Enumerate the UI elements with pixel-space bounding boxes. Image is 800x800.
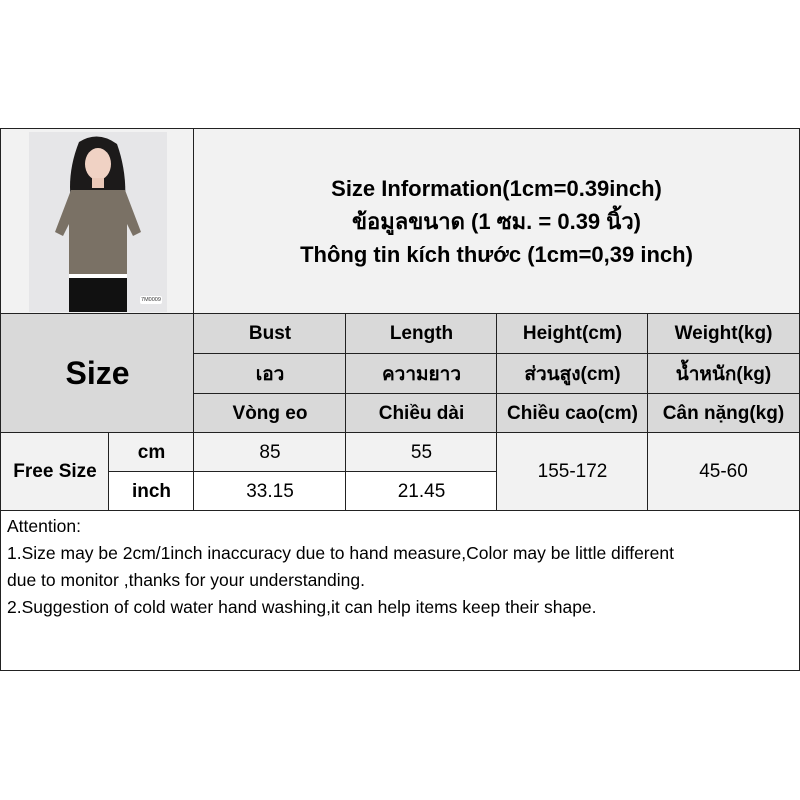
free-size-label: Free Size	[0, 432, 110, 512]
attention-box: Attention: 1.Size may be 2cm/1inch inacc…	[0, 510, 800, 671]
header-height-en: Height(cm)	[496, 313, 649, 355]
length-cm: 55	[345, 432, 498, 473]
header-length-vi: Chiều dài	[345, 393, 498, 435]
header-weight-vi: Cân nặng(kg)	[647, 393, 800, 435]
product-photo-cell: 7M0009	[0, 128, 195, 315]
header-length-th: ความยาว	[345, 353, 498, 395]
title-english: Size Information(1cm=0.39inch)	[331, 176, 662, 201]
title-vietnamese: Thông tin kích thước (1cm=0,39 inch)	[300, 242, 693, 267]
product-photo	[28, 131, 167, 312]
attention-line-1: 1.Size may be 2cm/1inch inaccuracy due t…	[7, 543, 674, 563]
header-bust-en: Bust	[193, 313, 347, 355]
header-weight-en: Weight(kg)	[647, 313, 800, 355]
attention-title: Attention:	[7, 516, 81, 536]
bust-cm: 85	[193, 432, 347, 473]
size-header: Size	[0, 313, 195, 434]
attention-line-2: 2.Suggestion of cold water hand washing,…	[7, 597, 597, 617]
header-height-vi: Chiều cao(cm)	[496, 393, 649, 435]
cm-label: cm	[108, 432, 195, 473]
weight-range: 45-60	[647, 432, 800, 512]
title-thai: ข้อมูลขนาด (1 ซม. = 0.39 นิ้ว)	[351, 209, 641, 234]
inch-label: inch	[108, 471, 195, 512]
header-length-en: Length	[345, 313, 498, 355]
bust-inch: 33.15	[193, 471, 347, 512]
header-weight-th: น้ำหนัก(kg)	[647, 353, 800, 395]
size-info-title: Size Information(1cm=0.39inch) ข้อมูลขนา…	[193, 128, 800, 315]
height-range: 155-172	[496, 432, 649, 512]
header-bust-vi: Vòng eo	[193, 393, 347, 435]
attention-line-1b: due to monitor ,thanks for your understa…	[7, 570, 365, 590]
header-bust-th: เอว	[193, 353, 347, 395]
length-inch: 21.45	[345, 471, 498, 512]
photo-product-tag: 7M0009	[140, 296, 162, 304]
header-height-th: ส่วนสูง(cm)	[496, 353, 649, 395]
